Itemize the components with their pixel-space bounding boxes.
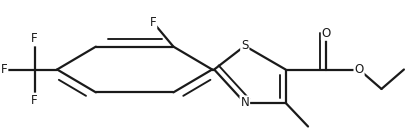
Text: S: S [241,39,248,52]
Text: F: F [31,32,38,45]
Text: O: O [355,63,364,76]
Text: F: F [150,16,156,29]
Text: F: F [31,94,38,107]
Text: F: F [1,63,7,76]
Text: N: N [240,96,249,109]
Text: O: O [322,27,331,40]
